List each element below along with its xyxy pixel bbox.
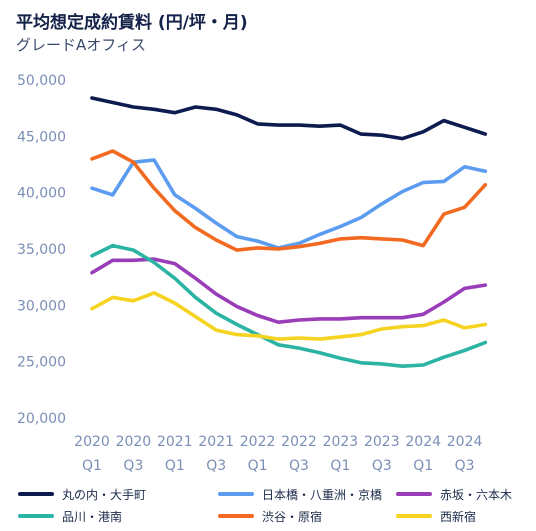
y-tick-label: 45,000 xyxy=(17,129,66,145)
chart-title: 平均想定成約賃料 (円/坪・月) xyxy=(16,13,248,33)
x-tick-quarter: Q3 xyxy=(372,458,392,474)
x-tick-quarter: Q1 xyxy=(165,458,185,474)
x-tick-quarter: Q1 xyxy=(82,458,102,474)
x-tick-quarter: Q1 xyxy=(248,458,268,474)
legend-label: 渋谷・原宿 xyxy=(262,509,322,524)
x-tick-year: 2020 xyxy=(74,434,110,450)
legend-label: 丸の内・大手町 xyxy=(62,488,146,502)
legend-label: 西新宿 xyxy=(440,509,476,524)
x-tick-year: 2021 xyxy=(157,434,193,450)
series-line xyxy=(90,96,488,141)
x-tick-year: 2022 xyxy=(281,434,317,450)
x-tick-year: 2020 xyxy=(116,434,152,450)
x-tick-quarter: Q1 xyxy=(330,458,350,474)
chart-subtitle: グレードAオフィス xyxy=(16,36,146,54)
x-tick-year: 2022 xyxy=(240,434,276,450)
y-tick-label: 35,000 xyxy=(17,242,66,258)
x-tick-year: 2024 xyxy=(447,434,483,450)
legend-label: 品川・港南 xyxy=(62,509,122,524)
x-tick-quarter: Q3 xyxy=(289,458,309,474)
x-tick-quarter: Q3 xyxy=(206,458,226,474)
y-tick-label: 50,000 xyxy=(17,73,66,89)
x-tick-year: 2023 xyxy=(364,434,400,450)
x-tick-quarter: Q1 xyxy=(413,458,433,474)
legend-label: 日本橋・八重洲・京橋 xyxy=(262,488,382,502)
y-tick-label: 20,000 xyxy=(17,411,66,427)
y-tick-label: 30,000 xyxy=(17,298,66,314)
y-tick-label: 25,000 xyxy=(17,355,66,371)
x-tick-year: 2021 xyxy=(198,434,234,450)
legend-label: 赤坂・六本木 xyxy=(440,488,512,502)
series-line xyxy=(90,158,488,250)
series-line xyxy=(90,257,488,325)
x-tick-quarter: Q3 xyxy=(123,458,143,474)
series-line xyxy=(90,243,488,369)
y-tick-label: 40,000 xyxy=(17,186,66,202)
x-tick-year: 2023 xyxy=(323,434,359,450)
series-line xyxy=(90,291,488,341)
x-tick-year: 2024 xyxy=(405,434,441,450)
x-tick-quarter: Q3 xyxy=(455,458,475,474)
series-line xyxy=(90,149,488,252)
